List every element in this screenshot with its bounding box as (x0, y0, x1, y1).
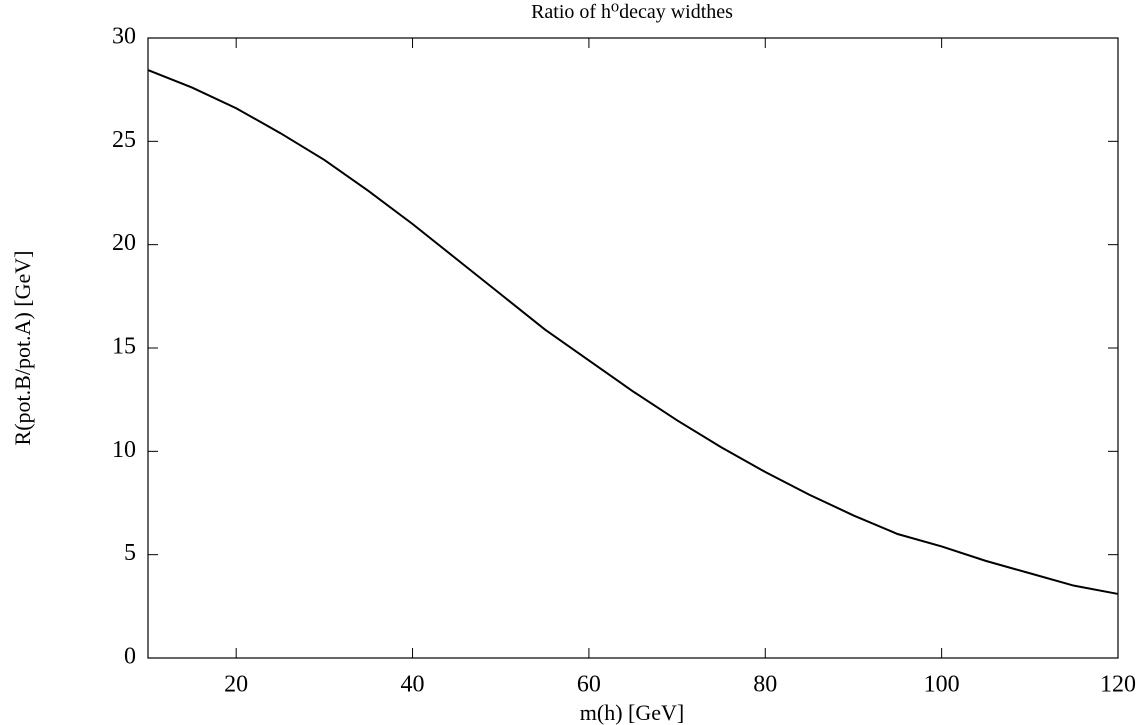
y-tick-label: 0 (124, 644, 136, 670)
x-tick-label: 80 (753, 672, 777, 698)
y-tick-label: 5 (124, 540, 136, 566)
x-tick-label: 120 (1100, 672, 1136, 698)
chart-title: Ratio of h⁰decay widthes (531, 1, 733, 23)
y-tick-label: 10 (112, 437, 136, 463)
x-axis-label: m(h) [GeV] (580, 700, 684, 725)
x-tick-label: 100 (924, 672, 960, 698)
x-tick-label: 40 (401, 672, 425, 698)
data-line (147, 69, 1119, 595)
y-tick-label: 20 (112, 230, 136, 256)
plot-frame (147, 37, 1119, 659)
x-tick-label: 20 (224, 672, 248, 698)
y-axis-label: R(pot.B/pot.A) [GeV] (10, 251, 35, 446)
y-tick-label: 25 (112, 127, 136, 153)
x-tick-label: 60 (577, 672, 601, 698)
y-tick-label: 15 (112, 334, 136, 360)
y-tick-label: 30 (112, 24, 136, 50)
